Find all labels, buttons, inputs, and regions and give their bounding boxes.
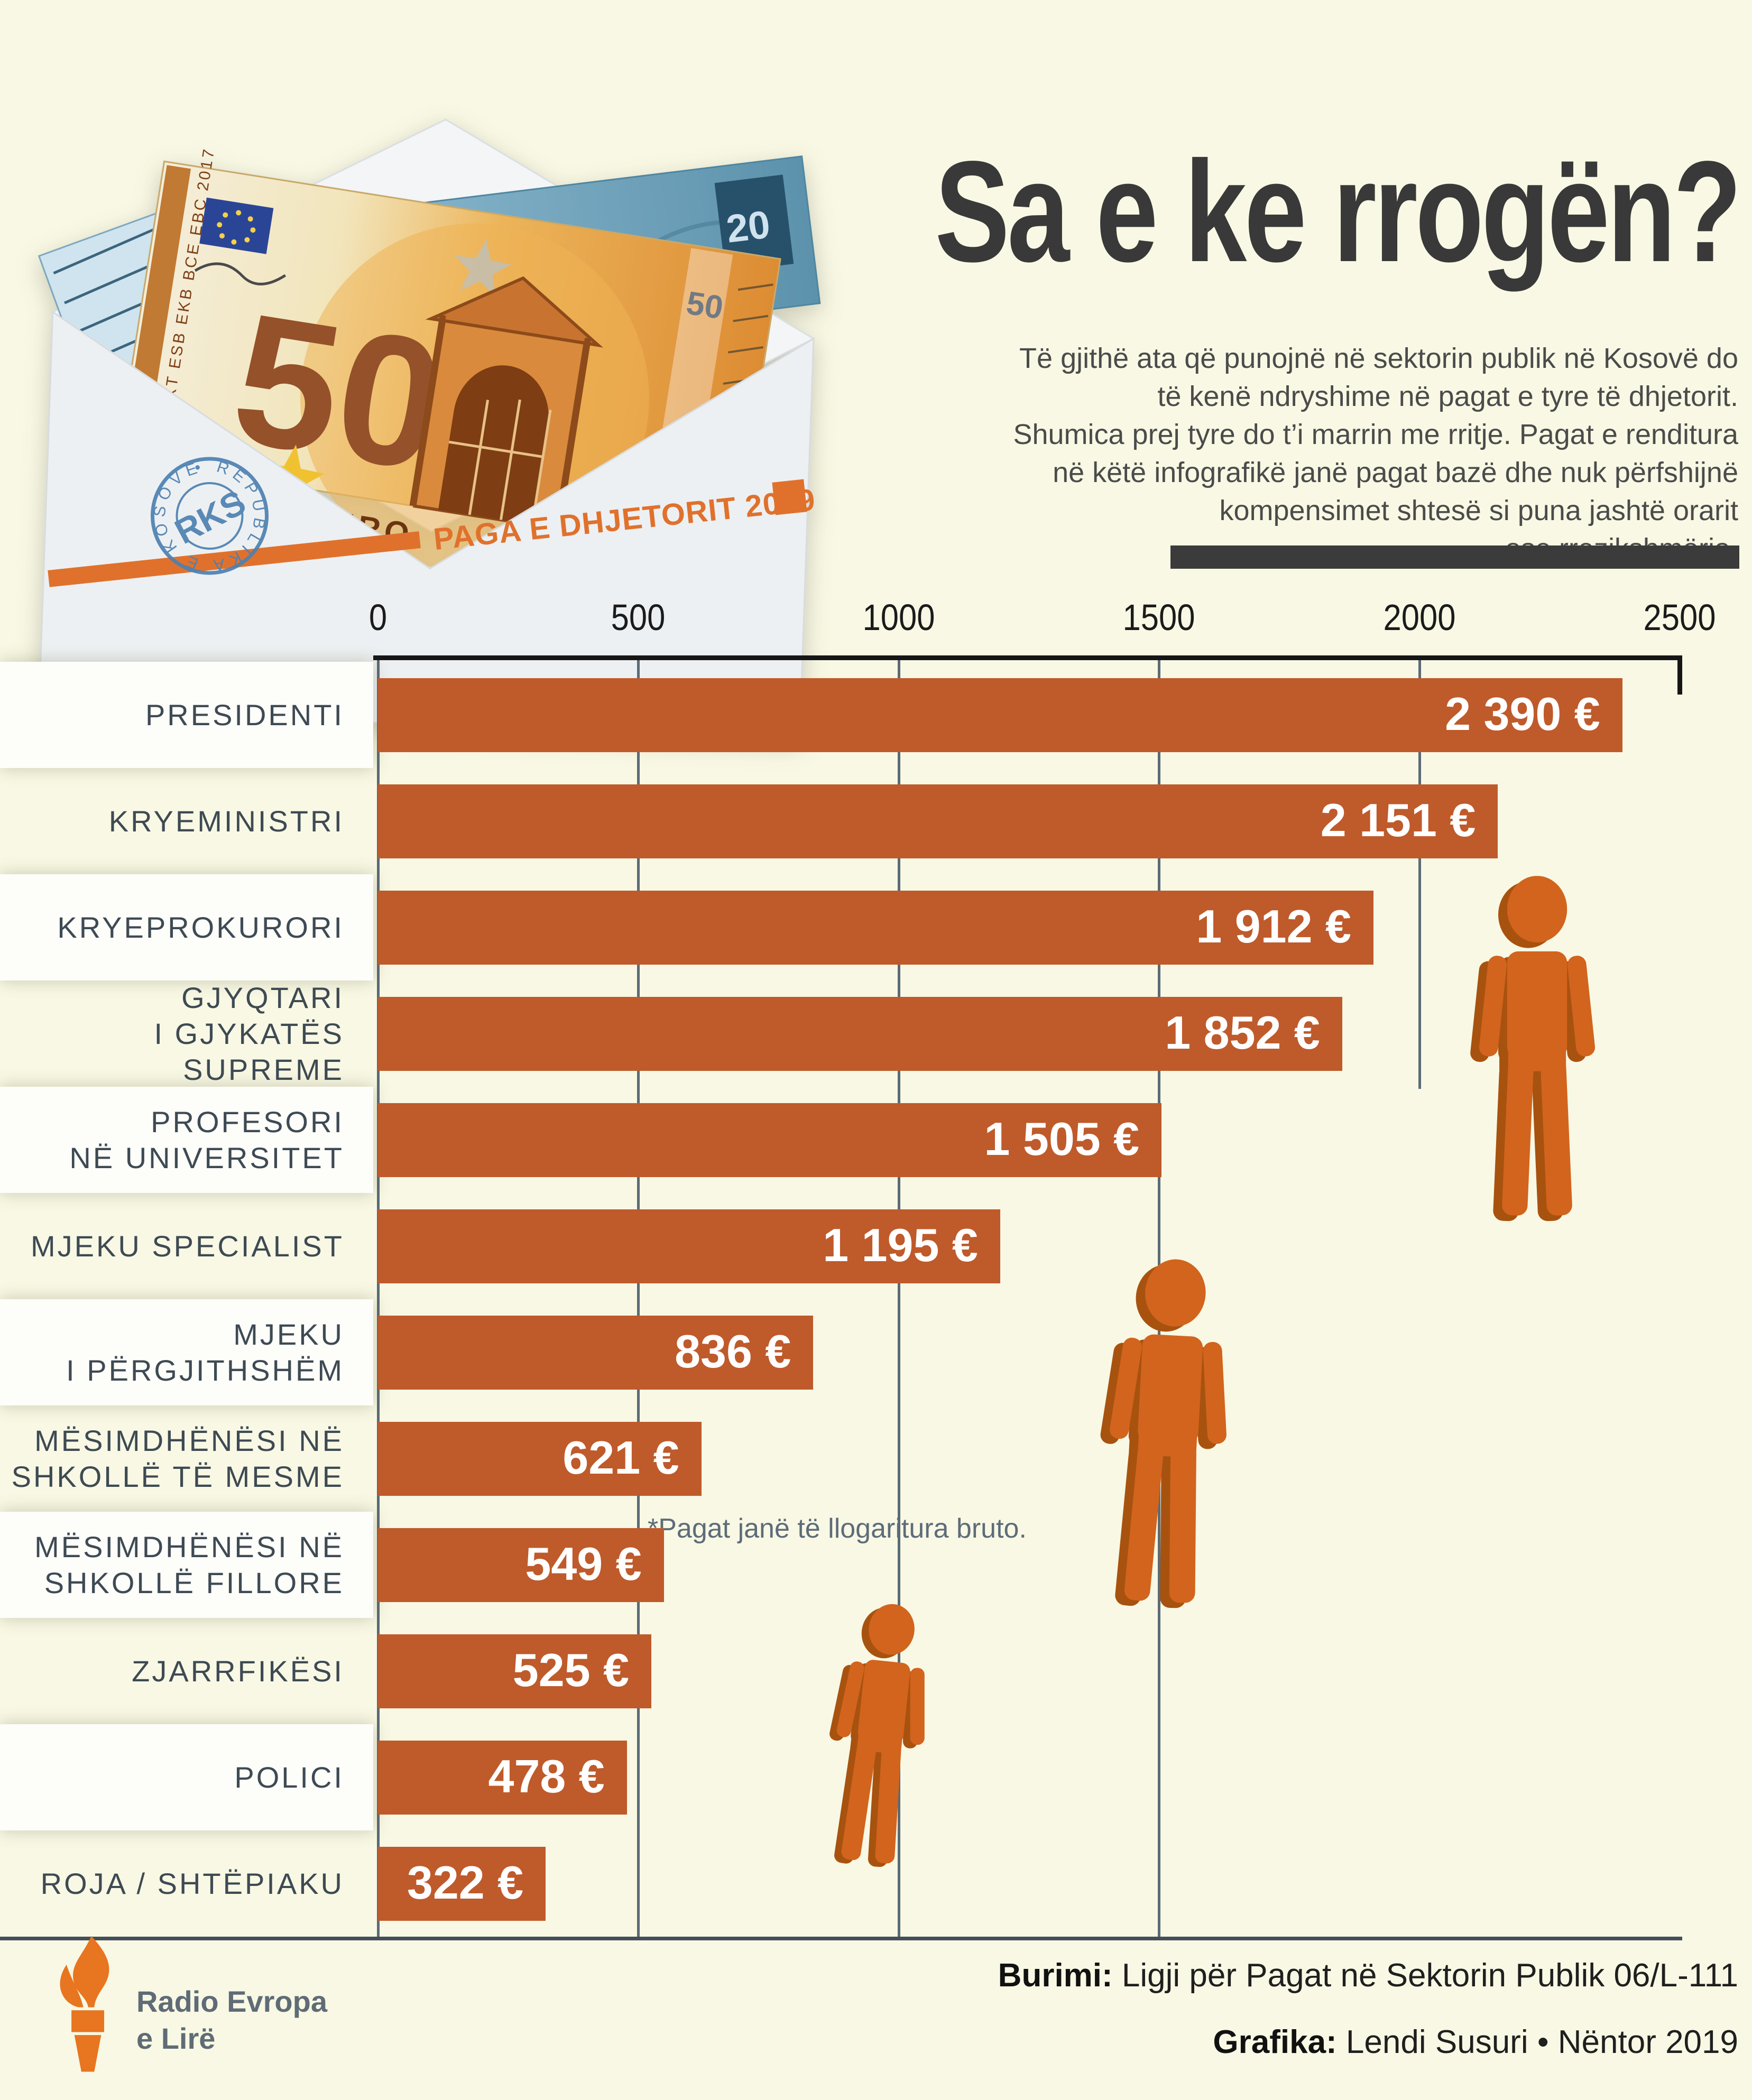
figure-coin-stack-small xyxy=(815,1599,939,1870)
category-label: MJEKU SPECIALIST xyxy=(30,1229,344,1263)
salary-envelope-illustration: 2015 20 EKP EKT ESB EKB BCE EBC 2017 xyxy=(10,21,821,738)
salary-bar-value: 621 € xyxy=(563,1431,679,1484)
salary-bar: 478 € xyxy=(378,1740,627,1815)
category-label: KRYEMINISTRI xyxy=(108,804,344,838)
category-row-box xyxy=(0,1087,373,1193)
category-label: MËSIMDHËNËSI NË SHKOLLË TË MESME xyxy=(11,1423,344,1493)
category-label: KRYEPROKURORI xyxy=(57,910,344,944)
salary-bar-value: 1 852 € xyxy=(1165,1006,1320,1059)
banknote-20-value: 20 xyxy=(724,202,772,251)
chart-note: *Pagat janë të llogaritura bruto. xyxy=(648,1513,1027,1544)
credit-text: Lendi Susuri • Nëntor 2019 xyxy=(1336,2024,1738,2060)
category-label: PRESIDENTI xyxy=(145,698,344,732)
salary-bar: 1 912 € xyxy=(378,890,1373,965)
category-label: PROFESORI NË UNIVERSITET xyxy=(69,1105,344,1174)
salary-bar-value: 836 € xyxy=(675,1325,791,1377)
salary-bar: 549 € xyxy=(378,1528,664,1602)
gridline-500 xyxy=(637,660,640,1937)
salary-bar-value: 1 505 € xyxy=(984,1112,1140,1165)
category-label: GJYQTARI I GJYKATËS SUPREME xyxy=(154,980,344,1086)
x-axis-line xyxy=(373,655,1682,660)
x-axis-baseline xyxy=(0,1937,1682,1940)
salary-bar-value: 525 € xyxy=(512,1643,630,1696)
category-label: POLICI xyxy=(234,1760,344,1794)
rfe-torch-logo xyxy=(60,1936,109,2072)
salary-bar-value: 549 € xyxy=(525,1537,642,1590)
header-divider xyxy=(1170,545,1739,569)
envelope-front xyxy=(38,310,815,738)
source-text: Ligji për Pagat në Sektorin Publik 06/L-… xyxy=(1112,1957,1738,1994)
category-row-box xyxy=(0,662,373,768)
category-label: ZJARRFIKËSI xyxy=(132,1654,344,1688)
category-row-box xyxy=(0,874,373,980)
x-tick-label-0: 0 xyxy=(368,597,388,638)
credit-line: Grafika: Lendi Susuri • Nëntor 2019 xyxy=(1213,2023,1738,2061)
gridline-0 xyxy=(377,660,380,1937)
person-figure xyxy=(1469,876,1596,1222)
salary-bar-value: 478 € xyxy=(488,1750,605,1802)
rfe-logo-line1: Radio Evropa xyxy=(136,1985,327,2018)
salary-bar-value: 322 € xyxy=(407,1856,524,1909)
intro-paragraph: Të gjithë ata që punojnë në sektorin pub… xyxy=(1013,343,1738,565)
person-figure xyxy=(1091,1256,1237,1611)
category-row-box xyxy=(0,1724,373,1830)
salary-bar: 1 195 € xyxy=(378,1209,1000,1283)
rfe-logo-line2: e Lirë xyxy=(136,2022,216,2055)
salary-bar-value: 2 390 € xyxy=(1445,687,1600,740)
salary-bar: 2 151 € xyxy=(378,784,1498,858)
category-row-box xyxy=(0,1299,373,1405)
category-label: MJEKU I PËRGJITHSHËM xyxy=(66,1317,344,1387)
credit-label: Grafika: xyxy=(1213,2024,1337,2060)
gridline-2000 xyxy=(1418,660,1421,1089)
salary-bar: 1 505 € xyxy=(378,1103,1162,1177)
x-tick-label-2500: 2500 xyxy=(1643,597,1716,638)
category-row-box xyxy=(0,1512,373,1618)
salary-bar-value: 2 151 € xyxy=(1320,793,1476,846)
figure-coin-stack-medium xyxy=(1091,1256,1237,1611)
source-line: Burimi: Ligji për Pagat në Sektorin Publ… xyxy=(998,1957,1738,1994)
x-tick-label-1000: 1000 xyxy=(862,597,935,638)
salary-bar-value: 1 912 € xyxy=(1196,900,1351,952)
gridline-1000 xyxy=(897,660,900,1937)
x-tick-label-1500: 1500 xyxy=(1122,597,1195,638)
x-tick-label-2000: 2000 xyxy=(1383,597,1456,638)
category-label: ROJA / SHTËPIAKU xyxy=(40,1866,344,1900)
salary-bar: 1 852 € xyxy=(378,996,1342,1071)
salary-bar: 836 € xyxy=(378,1315,814,1390)
person-figure xyxy=(815,1599,939,1870)
salary-bar: 621 € xyxy=(378,1421,702,1496)
salary-bar-value: 1 195 € xyxy=(823,1218,978,1271)
category-label: MËSIMDHËNËSI NË SHKOLLË FILLORE xyxy=(34,1530,344,1599)
x-axis-end-tick xyxy=(1677,655,1682,695)
banknote-50-arch xyxy=(409,276,603,531)
source-label: Burimi: xyxy=(998,1957,1113,1994)
banknote-50-hologram: 50 xyxy=(684,285,726,327)
x-tick-label-500: 500 xyxy=(611,597,666,638)
salary-bar: 322 € xyxy=(378,1846,546,1921)
rfe-logo-text: Radio Evropa e Lirë xyxy=(136,1983,327,2057)
salary-bar: 2 390 € xyxy=(378,678,1622,752)
figure-coin-stack-tall xyxy=(1469,876,1596,1222)
page-title: Sa e ke rrogën? xyxy=(935,131,1741,292)
salary-bar: 525 € xyxy=(378,1634,652,1708)
